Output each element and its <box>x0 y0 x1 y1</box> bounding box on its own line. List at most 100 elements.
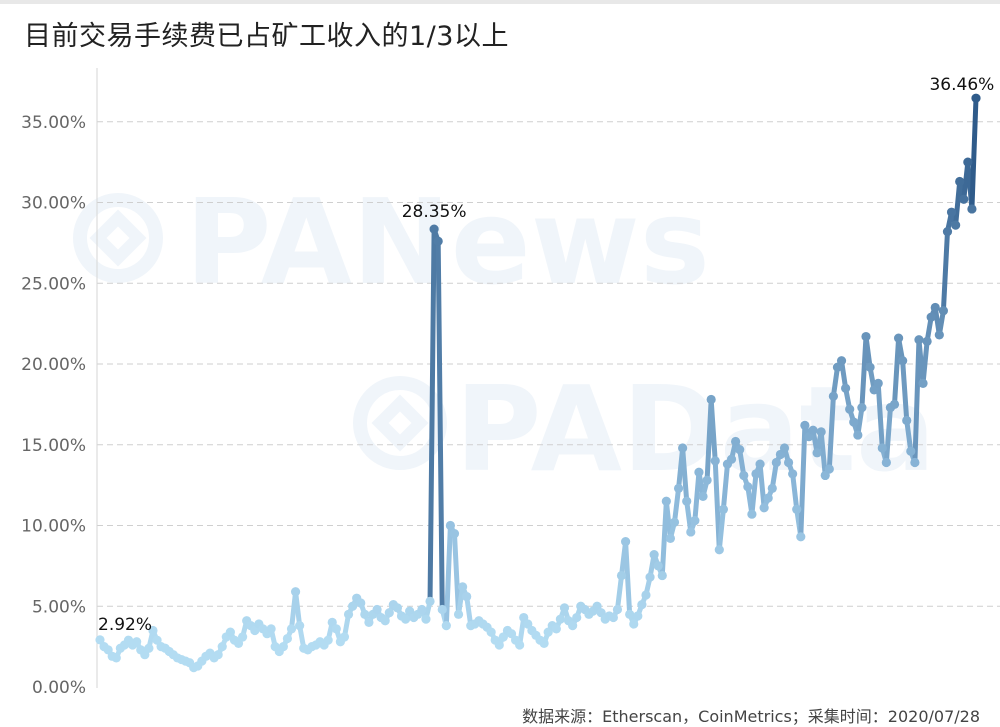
data-point <box>922 336 932 346</box>
data-point <box>453 609 464 619</box>
data-point <box>714 545 724 555</box>
data-point <box>348 601 358 611</box>
series-segment <box>826 393 836 472</box>
data-point <box>380 616 390 626</box>
series-segment <box>940 229 950 314</box>
data-point <box>747 509 757 519</box>
value-annotation: 36.46% <box>929 75 994 95</box>
data-point <box>861 331 871 342</box>
data-point <box>608 612 618 623</box>
y-tick-label: 5.00% <box>32 597 86 617</box>
data-point <box>213 650 223 660</box>
data-point <box>824 464 834 474</box>
data-point <box>959 194 969 204</box>
data-point <box>437 604 447 615</box>
y-tick-label: 25.00% <box>21 274 86 294</box>
data-point <box>225 627 235 637</box>
series-segment <box>757 461 767 511</box>
data-point <box>433 236 443 246</box>
data-point <box>849 417 859 427</box>
data-point <box>914 335 924 345</box>
series-segment <box>517 615 527 648</box>
data-point <box>286 624 297 634</box>
data-point <box>462 591 472 602</box>
series-segment <box>900 358 910 424</box>
data-point <box>726 454 737 464</box>
data-point <box>906 446 916 456</box>
data-point <box>641 590 651 600</box>
padata-watermark: PAData <box>353 360 936 498</box>
data-point <box>686 527 696 537</box>
data-point <box>938 306 949 316</box>
y-tick-label: 20.00% <box>21 355 86 375</box>
data-point <box>637 600 647 610</box>
data-point <box>792 504 802 514</box>
data-point <box>441 621 451 631</box>
data-point <box>673 483 684 493</box>
data-point <box>889 399 900 409</box>
data-point <box>323 635 333 645</box>
data-point <box>572 612 582 623</box>
data-point <box>706 394 716 405</box>
panews-watermark: PANews <box>73 173 710 311</box>
series-segment <box>671 485 682 525</box>
y-tick-label: 0.00% <box>32 678 86 698</box>
data-point <box>458 582 468 592</box>
data-point <box>816 427 826 437</box>
data-point <box>657 570 667 581</box>
watermarks: PANews PAData <box>73 173 936 498</box>
data-point <box>625 609 635 619</box>
data-point <box>421 614 431 624</box>
data-point <box>857 403 867 413</box>
data-point <box>771 457 781 468</box>
data-point <box>902 415 912 426</box>
data-point <box>400 614 411 624</box>
data-point <box>392 603 403 613</box>
data-point <box>678 443 688 453</box>
data-point <box>800 420 810 430</box>
data-point <box>788 469 798 479</box>
series-segment <box>875 380 885 451</box>
data-point <box>967 204 977 214</box>
y-tick-label: 15.00% <box>21 436 86 456</box>
data-point <box>551 624 561 634</box>
data-point <box>828 391 838 401</box>
data-point <box>812 448 822 458</box>
data-point <box>555 614 566 624</box>
data-point <box>743 482 753 492</box>
data-point <box>384 608 394 618</box>
series-segment <box>790 471 800 512</box>
svg-text:PANews: PANews <box>185 173 710 311</box>
series-segment <box>969 95 979 212</box>
data-point <box>649 549 659 560</box>
series-segment <box>830 364 840 399</box>
series <box>95 93 981 673</box>
data-point <box>796 532 806 542</box>
series-segment <box>427 226 437 604</box>
data-point <box>808 425 818 435</box>
data-point <box>731 436 741 447</box>
data-point <box>946 207 957 217</box>
data-point <box>266 624 276 634</box>
data-point <box>918 378 928 388</box>
data-point <box>217 642 227 652</box>
data-point <box>934 330 944 340</box>
chart-title: 目前交易手续费已占矿工收入的1/3以上 <box>24 21 509 52</box>
data-point <box>767 483 777 493</box>
data-point <box>682 496 692 506</box>
data-point <box>290 587 301 597</box>
grid <box>97 121 1000 607</box>
data-point <box>853 430 863 440</box>
series-segment <box>680 445 690 504</box>
data-point <box>429 224 439 234</box>
data-point <box>356 598 366 608</box>
series-segment <box>708 397 718 464</box>
data-point <box>339 632 350 642</box>
data-point <box>539 638 549 648</box>
data-point <box>881 457 891 468</box>
series-segment <box>855 405 865 438</box>
y-tick-label: 35.00% <box>21 113 86 133</box>
data-point <box>763 493 773 503</box>
data-point <box>710 456 720 466</box>
series-segment <box>614 573 625 612</box>
